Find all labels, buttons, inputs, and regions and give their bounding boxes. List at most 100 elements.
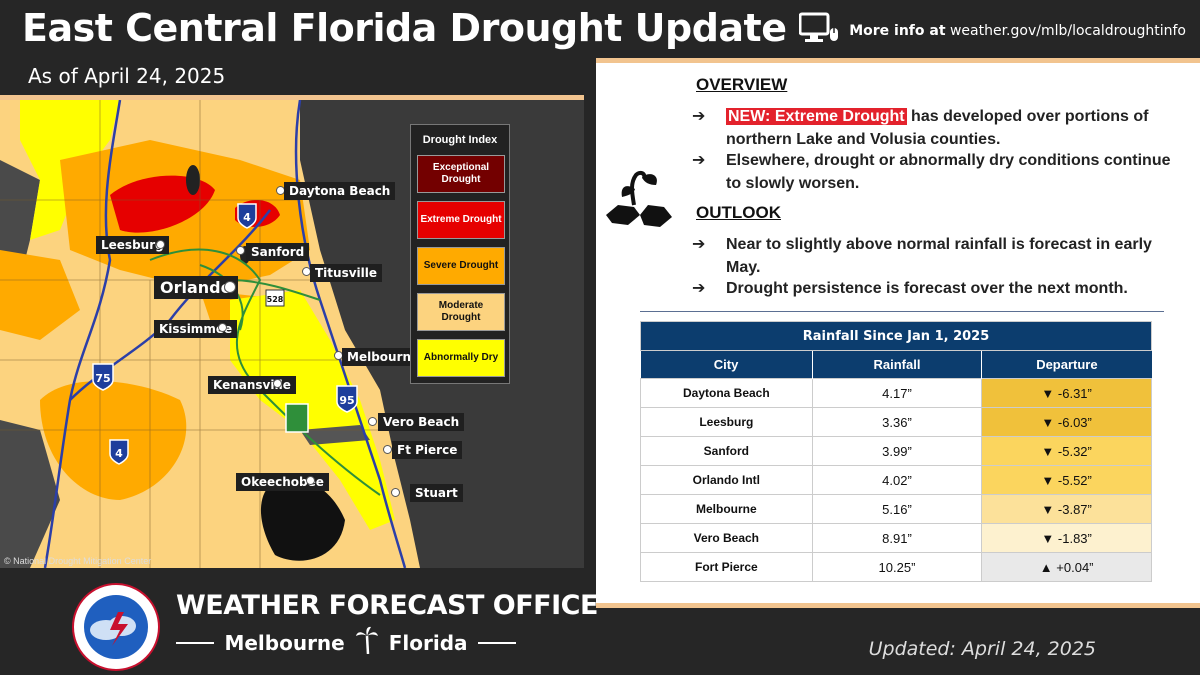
- legend-abnormally-dry: Abnormally Dry: [417, 339, 505, 377]
- city-kenansville: Kenansville: [208, 376, 296, 394]
- city-vero-beach: Vero Beach: [378, 413, 465, 431]
- legend-exceptional: Exceptional Drought: [417, 155, 505, 193]
- outlook-heading: OUTLOOK: [696, 203, 781, 222]
- sr528-shield: 528: [267, 295, 284, 304]
- table-title: Rainfall Since Jan 1, 2025: [640, 321, 1152, 351]
- okeechobee-dot: [306, 476, 315, 485]
- city-leesburg: Leesburg: [96, 236, 169, 254]
- cell-city: Daytona Beach: [640, 378, 813, 408]
- overview-bullet-2-text: Elsewhere, drought or abnormally dry con…: [726, 152, 1171, 192]
- kenansville-dot: [273, 379, 282, 388]
- i4-south-shield: 4: [115, 447, 123, 460]
- nws-logo: [68, 582, 164, 675]
- sanford-dot: [236, 246, 245, 255]
- cell-city: Fort Pierce: [640, 552, 813, 582]
- cell-rainfall: 4.02”: [811, 465, 983, 495]
- office-state: Florida: [388, 630, 468, 655]
- table-row: Vero Beach 8.91” ▼ -1.83”: [640, 523, 1152, 553]
- more-info-prefix: More info at: [849, 23, 946, 39]
- overview-bullet-2: ➔ Elsewhere, drought or abnormally dry c…: [692, 149, 1172, 195]
- cell-rainfall: 8.91”: [811, 523, 983, 553]
- as-of-date: As of April 24, 2025: [28, 64, 226, 88]
- office-city: Melbourne: [224, 630, 345, 655]
- legend-title: Drought Index: [422, 134, 498, 146]
- orlando-dot: [224, 281, 236, 293]
- col-header-rainfall: Rainfall: [811, 350, 982, 379]
- table-row: Sanford 3.99” ▼ -5.32”: [640, 436, 1152, 466]
- more-info-link[interactable]: weather.gov/mlb/localdroughtinfo: [949, 23, 1186, 39]
- col-header-city: City: [640, 350, 813, 379]
- divider-line: [477, 641, 516, 644]
- extreme-drought-highlight: NEW: Extreme Drought: [726, 108, 907, 125]
- palm-tree-icon: [355, 626, 379, 659]
- cell-departure: ▼ -5.52”: [981, 465, 1152, 495]
- accent-line: [596, 603, 1200, 608]
- computer-icon: [798, 12, 839, 50]
- map-credit: © National Drought Mitigation Center: [4, 556, 152, 566]
- accent-line: [596, 58, 1200, 63]
- arrow-icon: ➔: [692, 152, 706, 169]
- legend-extreme: Extreme Drought: [417, 201, 505, 239]
- cell-city: Sanford: [640, 436, 813, 466]
- cell-rainfall: 4.17”: [811, 378, 983, 408]
- table-row: Melbourne 5.16” ▼ -3.87”: [640, 494, 1152, 524]
- city-sanford: Sanford: [246, 243, 310, 261]
- page-title: East Central Florida Drought Update: [22, 6, 787, 50]
- cell-city: Melbourne: [640, 494, 813, 524]
- table-row: Daytona Beach 4.17” ▼ -6.31”: [640, 378, 1152, 408]
- updated-date: Updated: April 24, 2025: [868, 638, 1096, 660]
- cell-rainfall: 5.16”: [811, 494, 983, 524]
- col-header-departure: Departure: [981, 350, 1152, 379]
- cell-city: Orlando Intl: [640, 465, 813, 495]
- cell-departure: ▼ -6.03”: [981, 407, 1152, 437]
- table-row: Orlando Intl 4.02” ▼ -5.52”: [640, 465, 1152, 495]
- table-row: Leesburg 3.36” ▼ -6.03”: [640, 407, 1152, 437]
- vero-beach-dot: [368, 417, 377, 426]
- arrow-icon: ➔: [692, 108, 706, 125]
- dry-plant-icon: [604, 165, 674, 234]
- city-stuart: Stuart: [410, 484, 463, 502]
- city-okeechobee: Okeechobee: [236, 473, 329, 491]
- city-titusville: Titusville: [310, 264, 383, 282]
- i95-shield: 95: [339, 394, 354, 407]
- cell-rainfall: 10.25”: [811, 552, 983, 582]
- drought-map: 4 75 4 95 528 Daytona Beach Leesburg San…: [0, 100, 584, 568]
- section-divider: [640, 311, 1164, 312]
- overview-bullet-1-text: has developed over portions of northern …: [726, 108, 1149, 148]
- city-daytona-beach: Daytona Beach: [284, 182, 396, 200]
- table-row: Fort Pierce 10.25” ▲ +0.04”: [640, 552, 1152, 582]
- rainfall-table: Rainfall Since Jan 1, 2025 City Rainfall…: [640, 321, 1152, 582]
- leesburg-dot: [156, 240, 165, 249]
- legend-moderate: Moderate Drought: [417, 293, 505, 331]
- office-title: WEATHER FORECAST OFFICE: [176, 590, 598, 621]
- outlook-bullet-1: ➔ Near to slightly above normal rainfall…: [692, 233, 1172, 279]
- outlook-bullet-2-text: Drought persistence is forecast over the…: [726, 280, 1128, 297]
- outlook-bullet-1-text: Near to slightly above normal rainfall i…: [726, 236, 1152, 276]
- cell-city: Leesburg: [640, 407, 813, 437]
- drought-legend: Drought Index Exceptional Drought Extrem…: [410, 124, 510, 384]
- city-orlando: Orlando: [154, 276, 238, 299]
- cell-departure: ▲ +0.04”: [981, 552, 1152, 582]
- more-info[interactable]: More info at weather.gov/mlb/localdrough…: [798, 12, 1186, 50]
- city-melbourne: Melbourne: [342, 348, 425, 366]
- info-panel: OVERVIEW ➔ NEW: Extreme Drought has deve…: [596, 63, 1200, 603]
- divider-line: [176, 641, 215, 644]
- cell-rainfall: 3.99”: [811, 436, 983, 466]
- overview-bullet-1: ➔ NEW: Extreme Drought has developed ove…: [692, 105, 1172, 151]
- cell-departure: ▼ -1.83”: [981, 523, 1152, 553]
- ft-pierce-dot: [383, 445, 392, 454]
- i75-shield: 75: [95, 372, 110, 385]
- legend-severe: Severe Drought: [417, 247, 505, 285]
- accent-line: [0, 95, 584, 100]
- office-location: Melbourne Florida: [176, 626, 516, 659]
- outlook-bullet-2: ➔ Drought persistence is forecast over t…: [692, 277, 1172, 300]
- overview-heading: OVERVIEW: [696, 75, 788, 94]
- i4-north-shield: 4: [243, 211, 251, 224]
- city-kissimmee: Kissimmee: [154, 320, 238, 338]
- cell-departure: ▼ -6.31”: [981, 378, 1152, 408]
- kissimmee-dot: [218, 323, 227, 332]
- stuart-dot: [391, 488, 400, 497]
- city-ft-pierce: Ft Pierce: [392, 441, 463, 459]
- cell-departure: ▼ -5.32”: [981, 436, 1152, 466]
- cell-city: Vero Beach: [640, 523, 813, 553]
